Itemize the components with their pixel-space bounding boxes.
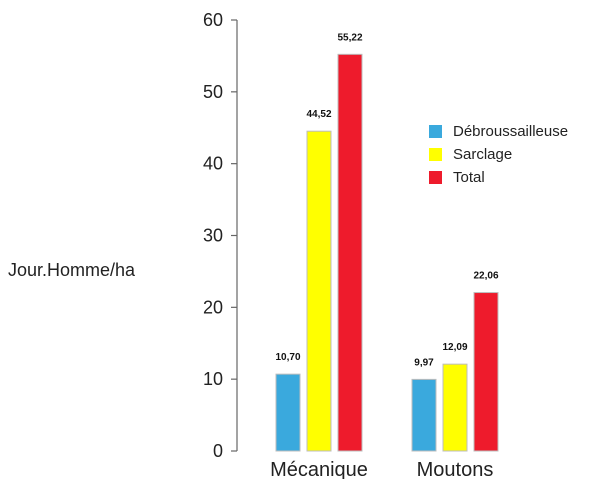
bar-total-mécanique [337, 53, 363, 452]
y-tick-label: 20 [203, 297, 223, 317]
bar-total-moutons [473, 292, 499, 452]
legend-label: Sarclage [453, 146, 512, 163]
data-label: 10,70 [275, 352, 300, 363]
legend-swatch [429, 125, 442, 138]
category-label: Mécanique [270, 459, 368, 479]
y-tick-label: 50 [203, 82, 223, 102]
data-label: 9,97 [414, 357, 434, 368]
data-label: 22,06 [473, 271, 498, 282]
bars-group: 10,70 44,52 55,22 9,97 12,09 22,06 [275, 32, 499, 452]
y-tick-label: 10 [203, 369, 223, 389]
bar-sarclage-moutons [442, 363, 468, 452]
legend-swatch [429, 148, 442, 161]
category-labels: Mécanique Moutons [270, 459, 493, 479]
bar-débroussailleuse-mécanique [275, 373, 301, 452]
category-label: Moutons [417, 459, 494, 479]
bar-débroussailleuse-moutons [411, 378, 437, 452]
y-tick-label: 0 [213, 441, 223, 461]
y-axis-label: Jour.Homme/ha [8, 260, 136, 280]
legend-swatch [429, 171, 442, 184]
bar-sarclage-mécanique [306, 130, 332, 452]
y-tick-label: 60 [203, 10, 223, 30]
legend: Débroussailleuse Sarclage Total [429, 123, 568, 186]
y-tick-label: 30 [203, 226, 223, 246]
y-axis-ticks: 0 10 20 30 40 50 60 [203, 10, 237, 461]
legend-label: Total [453, 169, 485, 186]
data-label: 44,52 [306, 109, 331, 120]
data-label: 12,09 [442, 342, 467, 353]
legend-label: Débroussailleuse [453, 123, 568, 140]
y-tick-label: 40 [203, 154, 223, 174]
data-label: 55,22 [337, 32, 362, 43]
